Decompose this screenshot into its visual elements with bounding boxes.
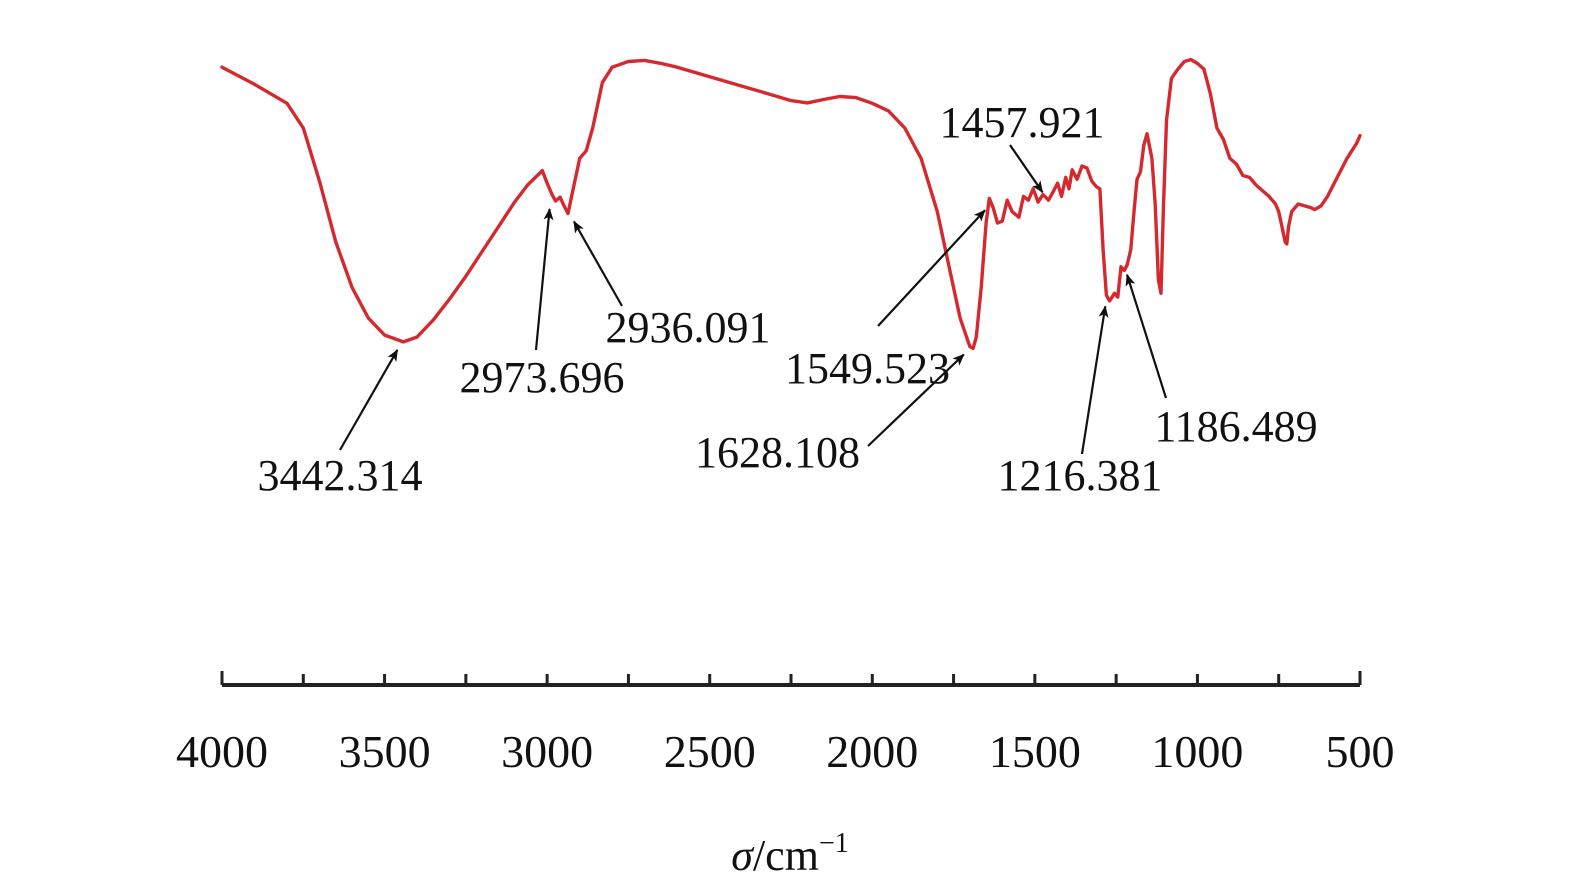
peak-label: 2973.696	[460, 353, 625, 402]
peak-arrow	[572, 220, 623, 307]
spectrum-line	[220, 57, 1362, 351]
peak-label: 3442.314	[258, 451, 423, 500]
x-tick-label: 500	[1326, 726, 1395, 777]
x-axis-label: σ/cm−1	[731, 828, 848, 880]
peak-arrow	[1080, 305, 1109, 455]
peak-arrow	[339, 349, 399, 451]
peak-label: 1549.523	[785, 344, 950, 393]
peak-label: 1216.381	[998, 451, 1163, 500]
x-tick-label: 3500	[339, 726, 431, 777]
spectrum-layer	[220, 57, 1362, 351]
peak-label: 1628.108	[695, 428, 860, 477]
peak-label: 1457.921	[940, 98, 1105, 147]
peak-label: 1186.489	[1154, 402, 1317, 451]
x-tick-label: 3000	[501, 726, 593, 777]
x-tick-label: 4000	[176, 726, 268, 777]
peak-arrow	[534, 207, 554, 351]
x-axis-label-unit: /cm	[753, 831, 819, 880]
x-tick-label: 1000	[1151, 726, 1243, 777]
peak-arrow	[867, 353, 965, 447]
x-tick-label: 2000	[826, 726, 918, 777]
x-tick-label: 1500	[989, 726, 1081, 777]
x-tick-label: 2500	[664, 726, 756, 777]
peak-arrow	[1009, 144, 1044, 194]
peak-arrow	[1125, 273, 1168, 399]
x-axis: 4000 3500 3000 2500 2000 1500 1000 500	[176, 671, 1395, 777]
x-axis-label-exponent: −1	[819, 828, 849, 859]
peak-arrow	[877, 209, 986, 327]
x-axis-label-symbol: σ	[731, 831, 755, 880]
peak-label: 2936.091	[606, 303, 771, 352]
